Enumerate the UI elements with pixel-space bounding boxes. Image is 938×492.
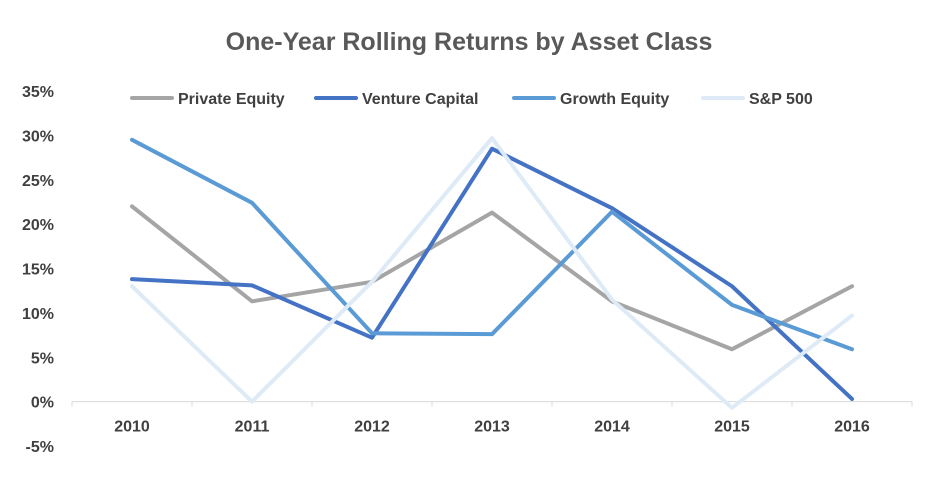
x-tick-label: 2013 — [474, 419, 510, 436]
series-line-venture-capital — [130, 146, 854, 401]
x-tick-label: 2014 — [594, 419, 630, 436]
y-tick-label: 0% — [31, 395, 54, 412]
series-line-private-equity — [130, 204, 854, 352]
y-tick-label: 10% — [22, 306, 54, 323]
y-tick-label: -5% — [26, 439, 54, 456]
y-tick-label: 5% — [31, 350, 54, 367]
x-tick-label: 2016 — [834, 419, 870, 436]
x-tick-label: 2010 — [114, 419, 150, 436]
series-line-growth-equity — [130, 137, 854, 352]
legend: Private Equity Venture Capital Growth Equi… — [130, 91, 813, 108]
plot-area — [130, 136, 854, 410]
y-tick-label: 35% — [22, 84, 54, 101]
legend-label: Venture Capital — [362, 91, 478, 108]
y-tick-label: 30% — [22, 128, 54, 145]
y-tick-label: 15% — [22, 262, 54, 279]
y-axis: -5% 0% 5% 10% 15% 20% 25% 30% 35% — [22, 84, 54, 456]
x-tick-label: 2011 — [235, 419, 270, 436]
legend-label: Private Equity — [178, 91, 285, 108]
chart-title: One-Year Rolling Returns by Asset Class — [226, 28, 713, 56]
x-axis: 2010 2011 2012 2013 2014 2015 2016 — [71, 401, 913, 436]
x-tick-label: 2012 — [354, 419, 390, 436]
x-tick-label: 2015 — [714, 419, 750, 436]
legend-label: Growth Equity — [560, 91, 669, 108]
y-tick-label: 25% — [22, 173, 54, 190]
series-line-s-p-500 — [130, 136, 854, 410]
y-tick-label: 20% — [22, 217, 54, 234]
legend-label: S&P 500 — [749, 91, 813, 108]
